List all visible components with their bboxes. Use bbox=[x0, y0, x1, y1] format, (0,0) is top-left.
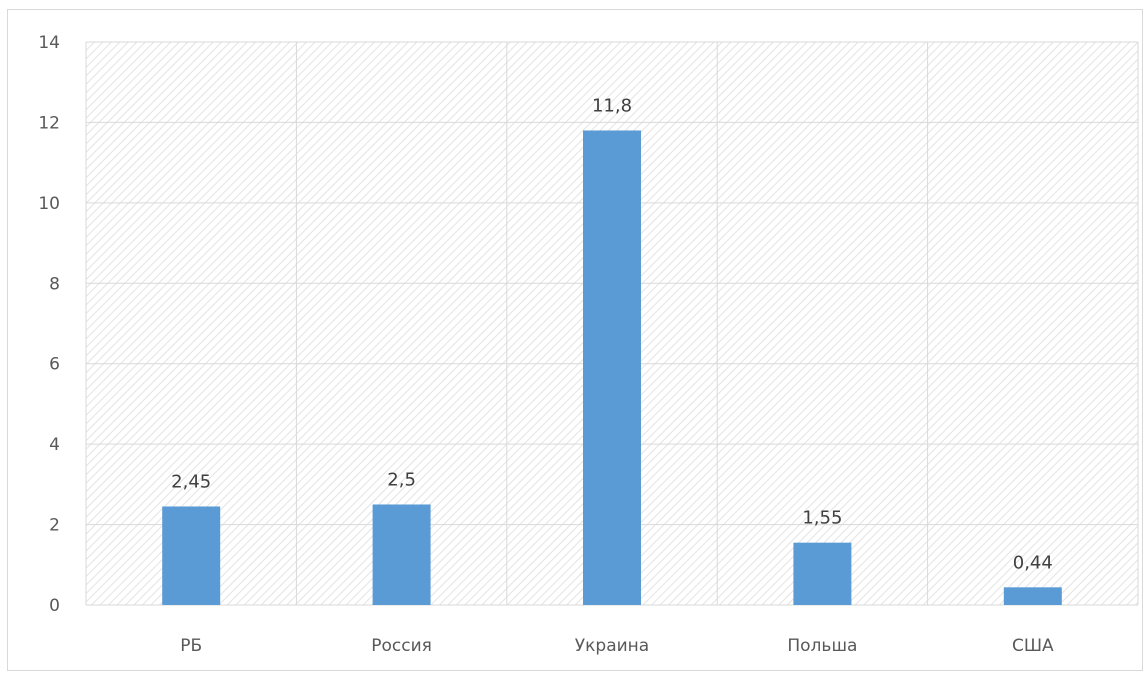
bar bbox=[1003, 587, 1062, 605]
x-category-label: Россия bbox=[371, 636, 432, 656]
bar-value-label: 2,5 bbox=[387, 469, 416, 490]
bar-value-label: 11,8 bbox=[592, 95, 632, 116]
y-tick-label: 8 bbox=[49, 274, 60, 294]
x-category-label: США bbox=[1012, 636, 1054, 656]
bar bbox=[372, 504, 431, 605]
bars bbox=[162, 130, 1062, 605]
bar bbox=[793, 542, 852, 605]
y-tick-label: 2 bbox=[49, 516, 60, 536]
y-tick-label: 4 bbox=[49, 435, 60, 455]
bar-value-label: 2,45 bbox=[171, 471, 211, 492]
bar-value-label: 0,44 bbox=[1013, 552, 1053, 573]
x-category-label: РБ bbox=[180, 636, 202, 656]
bar bbox=[583, 130, 641, 605]
bar bbox=[162, 506, 221, 605]
grid-lines bbox=[85, 41, 1139, 606]
y-tick-label: 6 bbox=[49, 355, 60, 375]
bar-value-label: 1,55 bbox=[802, 508, 842, 529]
x-category-label: Украина bbox=[575, 636, 649, 656]
x-category-label: Польша bbox=[787, 636, 857, 656]
y-tick-label: 14 bbox=[38, 33, 60, 53]
y-axis-tick-labels: 0 2 4 6 8 10 12 14 bbox=[38, 33, 60, 616]
y-tick-label: 12 bbox=[38, 113, 60, 133]
data-labels: 2,45 2,5 11,8 1,55 0,44 bbox=[171, 95, 1053, 573]
y-tick-label: 10 bbox=[38, 194, 60, 214]
y-tick-label: 0 bbox=[49, 596, 60, 616]
x-axis-category-labels: РБ Россия Украина Польша США bbox=[180, 636, 1054, 656]
chart-frame bbox=[7, 9, 1143, 671]
